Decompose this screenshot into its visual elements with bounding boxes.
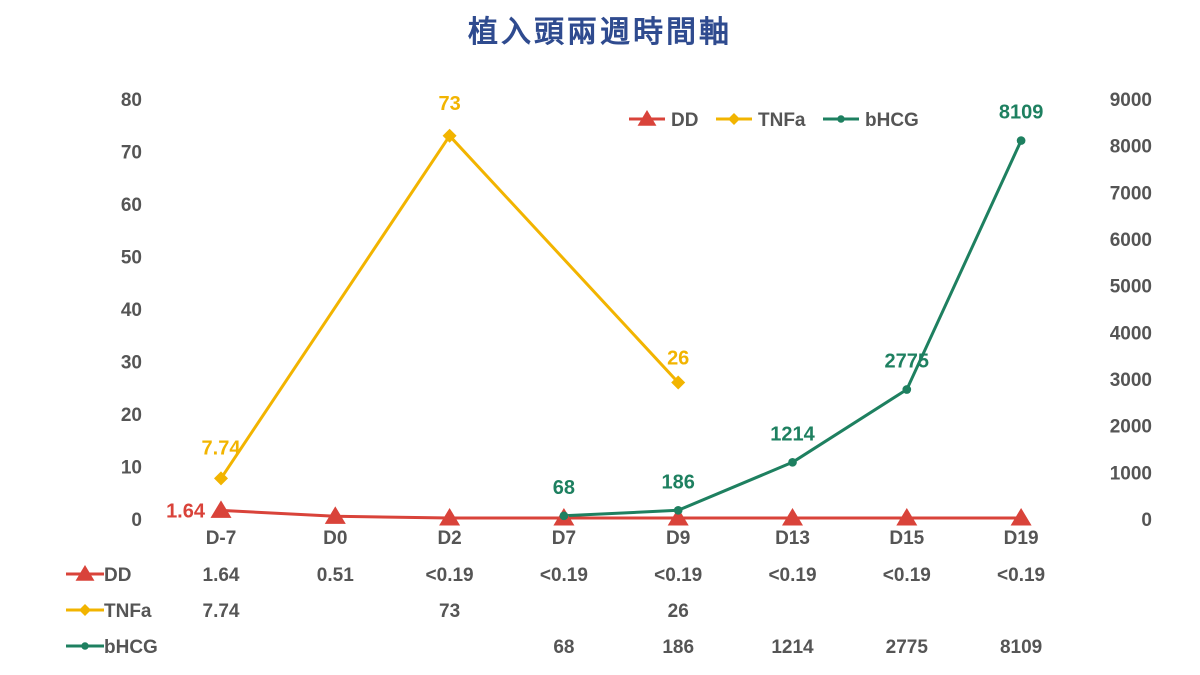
dd-point: [667, 508, 689, 526]
dd-table-cell: 1.64: [203, 565, 240, 586]
left-axis: 0 10 20 30 40 50 60 70 80: [121, 90, 142, 531]
bhcg-point: [902, 385, 912, 394]
tnfa-table-cell: 7.74: [203, 601, 240, 622]
category-label: D2: [437, 528, 461, 549]
series-lines: [219, 134, 1023, 520]
left-tick-label: 70: [121, 143, 142, 164]
category-label: D9: [666, 528, 690, 549]
tnfa-legend-marker: [728, 113, 740, 125]
dd-table-cell: <0.19: [426, 565, 474, 586]
category-label: D7: [552, 528, 576, 549]
tnfa-point: [671, 375, 686, 390]
right-tick-label: 9000: [1110, 90, 1152, 111]
bhcg-point: [673, 505, 683, 515]
dd-table-name: DD: [104, 565, 131, 586]
dd-legend-marker: [637, 110, 657, 126]
dd-point: [782, 508, 803, 526]
bhcg-legend-marker: [837, 115, 845, 123]
left-tick-label: 10: [121, 458, 142, 479]
tnfa-data-label: 26: [667, 348, 689, 370]
category-label: D15: [889, 528, 924, 549]
category-label: D19: [1004, 528, 1039, 549]
bhcg-data-label: 186: [662, 471, 695, 493]
bhcg-data-label: 1214: [770, 423, 815, 445]
bhcg-table-cell: 186: [662, 637, 694, 658]
tnfa-line: [219, 134, 680, 480]
category-axis: D-7 D0 D2 D7 D9 D13 D15 D19: [206, 528, 1039, 549]
bhcg-point: [1016, 136, 1026, 145]
tnfa-table-cell: 26: [668, 601, 689, 622]
tnfa-legend-label: TNFa: [758, 110, 806, 131]
bhcg-point: [559, 511, 569, 521]
bhcg-data-label: 68: [553, 477, 575, 499]
bhcg-data-label: 2775: [885, 351, 930, 373]
dd-table-cell: <0.19: [883, 565, 931, 586]
right-tick-label: 7000: [1110, 183, 1152, 204]
right-tick-label: 6000: [1110, 230, 1152, 251]
tnfa-point: [442, 128, 457, 143]
series-markers: [210, 128, 1032, 526]
category-label: D0: [323, 528, 347, 549]
dd-point: [896, 508, 918, 526]
bhcg-table-cell: 8109: [1000, 637, 1042, 658]
bhcg-table-cell: 2775: [886, 637, 929, 658]
right-tick-label: 0: [1141, 510, 1152, 531]
left-tick-label: 80: [121, 90, 142, 111]
right-tick-label: 3000: [1110, 370, 1152, 391]
right-tick-label: 4000: [1110, 323, 1152, 344]
left-tick-label: 40: [121, 300, 142, 321]
dd-table-cell: <0.19: [540, 565, 588, 586]
tnfa-point: [214, 471, 228, 486]
dd-table-key-marker: [75, 565, 95, 581]
chart-title: 植入頭兩週時間軸: [468, 15, 732, 50]
bhcg-table-key-marker: [81, 642, 89, 650]
bhcg-point: [788, 458, 797, 467]
dd-table-cell: <0.19: [997, 565, 1045, 586]
dd-table-cell: <0.19: [654, 565, 702, 586]
dd-point: [1010, 508, 1032, 526]
left-tick-label: 0: [131, 510, 142, 531]
bhcg-legend-label: bHCG: [865, 110, 919, 131]
dd-legend-label: DD: [671, 110, 698, 131]
dd-point: [210, 500, 232, 518]
dd-line: [220, 508, 1022, 520]
right-axis: 0 1000 2000 3000 4000 5000 6000 7000 8000 9000: [1110, 90, 1152, 531]
right-tick-label: 2000: [1110, 417, 1152, 438]
tnfa-table-key-marker: [79, 604, 91, 616]
tnfa-table-name: TNFa: [104, 601, 152, 622]
tnfa-table-cell: 73: [439, 601, 460, 622]
data-labels: 1.64 7.74 73 26 68 186 1214 2775 8109: [166, 93, 1043, 523]
right-tick-label: 5000: [1110, 277, 1152, 298]
tnfa-data-label: 73: [438, 93, 460, 115]
right-tick-label: 8000: [1110, 137, 1152, 158]
left-tick-label: 50: [121, 248, 142, 269]
dd-point: [324, 506, 346, 524]
category-label: D13: [775, 528, 810, 549]
bhcg-data-label: 8109: [999, 102, 1044, 124]
bhcg-table-cell: 1214: [771, 637, 814, 658]
dd-table-cell: <0.19: [768, 565, 816, 586]
left-tick-label: 60: [121, 195, 142, 216]
tnfa-data-label: 7.74: [202, 437, 242, 459]
data-table: DD 1.64 0.51 <0.19 <0.19 <0.19 <0.19 <0.19 <0.19…: [66, 565, 1045, 658]
dd-data-label: 1.64: [166, 500, 206, 522]
category-label: D-7: [206, 528, 237, 549]
bhcg-table-name: bHCG: [104, 637, 158, 658]
right-tick-label: 1000: [1110, 463, 1152, 484]
bhcg-table-cell: 68: [553, 637, 574, 658]
left-tick-label: 20: [121, 405, 142, 426]
dd-point: [439, 508, 461, 526]
legend: DD TNFa bHCG: [629, 110, 919, 131]
left-tick-label: 30: [121, 353, 142, 374]
dd-table-cell: 0.51: [317, 565, 354, 586]
